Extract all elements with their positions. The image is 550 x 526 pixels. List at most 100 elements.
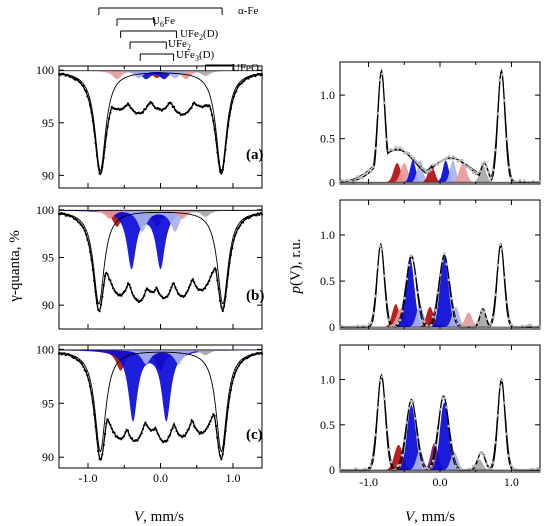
distribution-point bbox=[505, 300, 509, 304]
data-point bbox=[85, 233, 88, 236]
data-point bbox=[109, 279, 112, 282]
distribution-point bbox=[394, 146, 397, 149]
distribution-point bbox=[414, 417, 417, 420]
data-point bbox=[108, 421, 111, 424]
x-tick-label: 0.0 bbox=[153, 471, 168, 485]
left-y-axis-label: γ-quanta, % bbox=[7, 230, 23, 303]
distribution-point bbox=[400, 453, 404, 457]
distribution-point bbox=[363, 467, 366, 471]
distribution-point bbox=[360, 176, 364, 180]
distribution-point bbox=[456, 322, 460, 326]
distribution-point bbox=[391, 324, 395, 327]
data-point bbox=[208, 423, 211, 426]
data-point bbox=[156, 432, 159, 435]
distribution-point bbox=[405, 277, 409, 281]
data-point bbox=[212, 119, 215, 122]
distribution-point bbox=[398, 463, 402, 467]
data-point bbox=[224, 295, 227, 298]
distribution-point bbox=[431, 459, 435, 463]
distribution-point bbox=[378, 78, 382, 82]
data-point bbox=[132, 294, 135, 297]
data-point bbox=[258, 213, 261, 217]
data-point bbox=[260, 213, 264, 216]
data-point bbox=[204, 287, 207, 290]
distribution-point bbox=[469, 167, 473, 171]
distribution-point bbox=[509, 176, 513, 180]
distribution-point bbox=[420, 319, 424, 323]
data-point bbox=[187, 427, 190, 430]
data-point bbox=[218, 299, 222, 302]
data-point bbox=[121, 292, 124, 295]
x-tick-label: -1.0 bbox=[359, 475, 378, 489]
distribution-point bbox=[378, 378, 382, 382]
distribution-point bbox=[476, 171, 480, 175]
distribution-point bbox=[458, 159, 462, 162]
distribution-point bbox=[371, 165, 375, 169]
data-point bbox=[101, 295, 104, 298]
data-point bbox=[125, 104, 128, 107]
data-point bbox=[116, 435, 119, 438]
distribution-point bbox=[483, 454, 486, 457]
data-point bbox=[103, 146, 107, 149]
distribution-point bbox=[449, 157, 453, 161]
subspectrum-area bbox=[59, 210, 262, 270]
distribution-point bbox=[494, 293, 497, 297]
data-point bbox=[168, 434, 172, 437]
subspectrum-area bbox=[59, 349, 262, 356]
distribution-point bbox=[425, 324, 429, 327]
data-point bbox=[83, 88, 86, 91]
data-point bbox=[201, 432, 204, 435]
data-point bbox=[214, 269, 218, 272]
data-point bbox=[79, 81, 82, 85]
data-point bbox=[209, 275, 212, 278]
data-point bbox=[167, 435, 170, 438]
distribution-point bbox=[369, 464, 373, 468]
subspectrum-area bbox=[59, 210, 262, 217]
data-point bbox=[205, 284, 208, 287]
y-tick-label: 100 bbox=[36, 203, 54, 217]
distribution-point bbox=[467, 323, 471, 327]
data-point bbox=[232, 376, 235, 379]
right-y-axis-label: p(V), r.u. bbox=[288, 239, 304, 295]
distribution-point bbox=[443, 396, 446, 400]
distribution-point bbox=[376, 111, 380, 115]
distribution-point bbox=[358, 176, 362, 180]
subspectrum-area bbox=[59, 70, 262, 80]
component-area bbox=[340, 258, 540, 328]
y-tick-label: 95 bbox=[42, 116, 54, 130]
data-point bbox=[86, 95, 89, 98]
data-point bbox=[247, 77, 250, 80]
data-point bbox=[124, 289, 127, 292]
distribution-point bbox=[356, 324, 360, 328]
x-tick-label: 0.0 bbox=[433, 475, 448, 489]
data-point bbox=[227, 124, 230, 127]
distribution-point bbox=[500, 73, 504, 77]
data-point bbox=[228, 261, 231, 264]
data-point bbox=[139, 434, 142, 437]
data-point bbox=[210, 416, 213, 419]
data-point bbox=[170, 429, 173, 432]
data-point bbox=[174, 286, 177, 289]
data-point bbox=[160, 109, 163, 112]
distribution-point bbox=[431, 163, 435, 167]
stick-label-ufe3d: UFe3(D) bbox=[176, 49, 215, 63]
data-point bbox=[223, 305, 226, 308]
y-tick-label: 95 bbox=[42, 250, 54, 264]
data-point bbox=[190, 106, 193, 109]
data-point bbox=[178, 111, 181, 114]
distribution-point bbox=[389, 460, 393, 464]
data-point bbox=[185, 431, 188, 434]
distribution-point bbox=[434, 308, 437, 312]
right-x-axis-label: V, mm/s bbox=[405, 509, 455, 525]
data-point bbox=[80, 362, 84, 366]
data-point bbox=[144, 421, 147, 424]
distribution-point bbox=[398, 318, 402, 322]
data-point bbox=[121, 436, 124, 439]
data-point bbox=[221, 309, 224, 313]
data-point bbox=[122, 106, 126, 109]
distribution-point bbox=[485, 165, 489, 169]
data-point bbox=[216, 151, 219, 154]
data-point bbox=[128, 104, 131, 107]
distribution-point bbox=[500, 378, 504, 382]
distribution-point bbox=[407, 151, 411, 155]
